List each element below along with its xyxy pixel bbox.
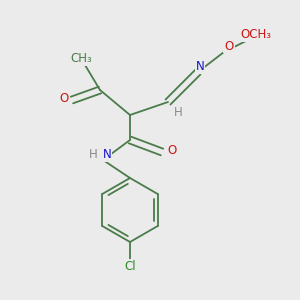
Text: O: O <box>224 40 234 52</box>
Text: CH₃: CH₃ <box>70 52 92 65</box>
Text: O: O <box>59 92 69 104</box>
Text: OCH₃: OCH₃ <box>241 28 272 41</box>
Text: Cl: Cl <box>124 260 136 272</box>
Text: N: N <box>196 61 204 74</box>
Text: H: H <box>174 106 182 118</box>
Text: H: H <box>88 148 98 161</box>
Text: N: N <box>103 148 111 161</box>
Text: O: O <box>167 143 177 157</box>
